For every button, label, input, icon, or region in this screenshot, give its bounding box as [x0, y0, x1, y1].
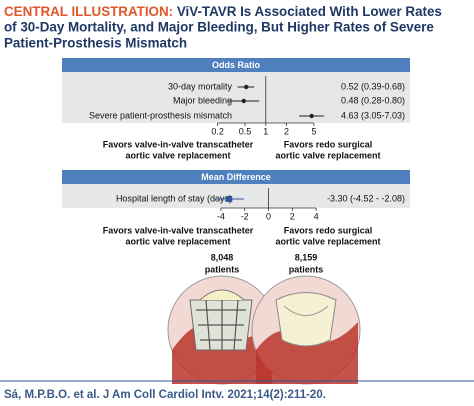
- header-line: Patient-Prosthesis Mismatch: [4, 36, 187, 51]
- group-count: 8,048: [211, 252, 234, 262]
- value-label: 0.48 (0.28-0.80): [341, 95, 405, 105]
- value-label: 0.52 (0.39-0.68): [341, 81, 405, 91]
- header-label: CENTRAL ILLUSTRATION:: [4, 4, 173, 19]
- favors-left: Favors valve-in-valve transcatheter: [103, 139, 254, 149]
- x-tick-label: 5: [311, 126, 316, 136]
- panel-header: [62, 58, 410, 72]
- point-estimate: [241, 98, 247, 104]
- row-label: Major bleeding: [173, 95, 232, 105]
- favors-right: aortic valve replacement: [275, 236, 380, 246]
- x-tick-label: 4: [314, 211, 319, 221]
- point-estimate: [244, 84, 249, 90]
- panel-title: Mean Difference: [201, 172, 271, 182]
- group-unit: patients: [289, 264, 324, 274]
- x-tick-label: 0: [266, 211, 271, 221]
- point-estimate: [226, 196, 233, 202]
- favors-right: Favors redo surgical: [284, 139, 373, 149]
- row-label: Hospital length of stay (days): [116, 193, 232, 203]
- tavr-illustration: [167, 275, 277, 385]
- footer-citation: Sá, M.P.B.O. et al. J Am Coll Cardiol In…: [4, 389, 326, 401]
- favors-left: aortic valve replacement: [125, 236, 230, 246]
- header-line: of 30-Day Mortality, and Major Bleeding,…: [4, 20, 434, 35]
- value-label: 4.63 (3.05-7.03): [341, 110, 405, 120]
- row-label: Severe patient-prosthesis mismatch: [89, 110, 232, 120]
- x-tick-label: 2: [290, 211, 295, 221]
- x-tick-label: -2: [241, 211, 249, 221]
- point-estimate: [309, 113, 314, 119]
- favors-right: aortic valve replacement: [275, 150, 380, 160]
- value-label: -3.30 (-4.52 - -2.08): [327, 193, 405, 203]
- header-title: CENTRAL ILLUSTRATION: ViV-TAVR Is Associ…: [4, 4, 442, 19]
- surgical-illustration: [251, 275, 361, 385]
- panel-header: [62, 170, 410, 184]
- x-tick-label: 2: [284, 126, 289, 136]
- header-line: ViV-TAVR Is Associated With Lower Rates: [177, 4, 442, 19]
- favors-right: Favors redo surgical: [284, 225, 373, 235]
- group-unit: patients: [205, 264, 240, 274]
- favors-left: aortic valve replacement: [125, 150, 230, 160]
- x-tick-label: 1: [263, 126, 268, 136]
- row-label: 30-day mortality: [168, 81, 233, 91]
- group-count: 8,159: [295, 252, 318, 262]
- x-tick-label: -4: [217, 211, 225, 221]
- x-tick-label: 0.5: [239, 126, 252, 136]
- x-tick-label: 0.2: [211, 126, 224, 136]
- favors-left: Favors valve-in-valve transcatheter: [103, 225, 254, 235]
- panel-title: Odds Ratio: [212, 60, 261, 70]
